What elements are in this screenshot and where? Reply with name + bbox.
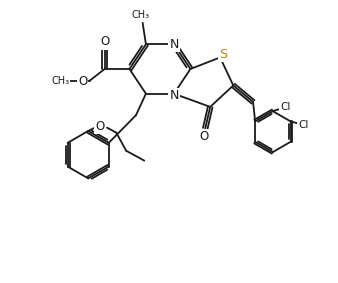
Text: O: O (95, 119, 104, 132)
Text: O: O (78, 75, 87, 88)
Text: S: S (219, 48, 227, 61)
Text: Cl: Cl (280, 102, 291, 112)
Text: N: N (169, 89, 178, 102)
Text: CH₃: CH₃ (51, 76, 69, 85)
Text: O: O (101, 35, 110, 48)
Text: N: N (169, 38, 178, 51)
Text: Cl: Cl (298, 120, 309, 130)
Text: O: O (199, 130, 208, 143)
Text: CH₃: CH₃ (132, 10, 150, 20)
